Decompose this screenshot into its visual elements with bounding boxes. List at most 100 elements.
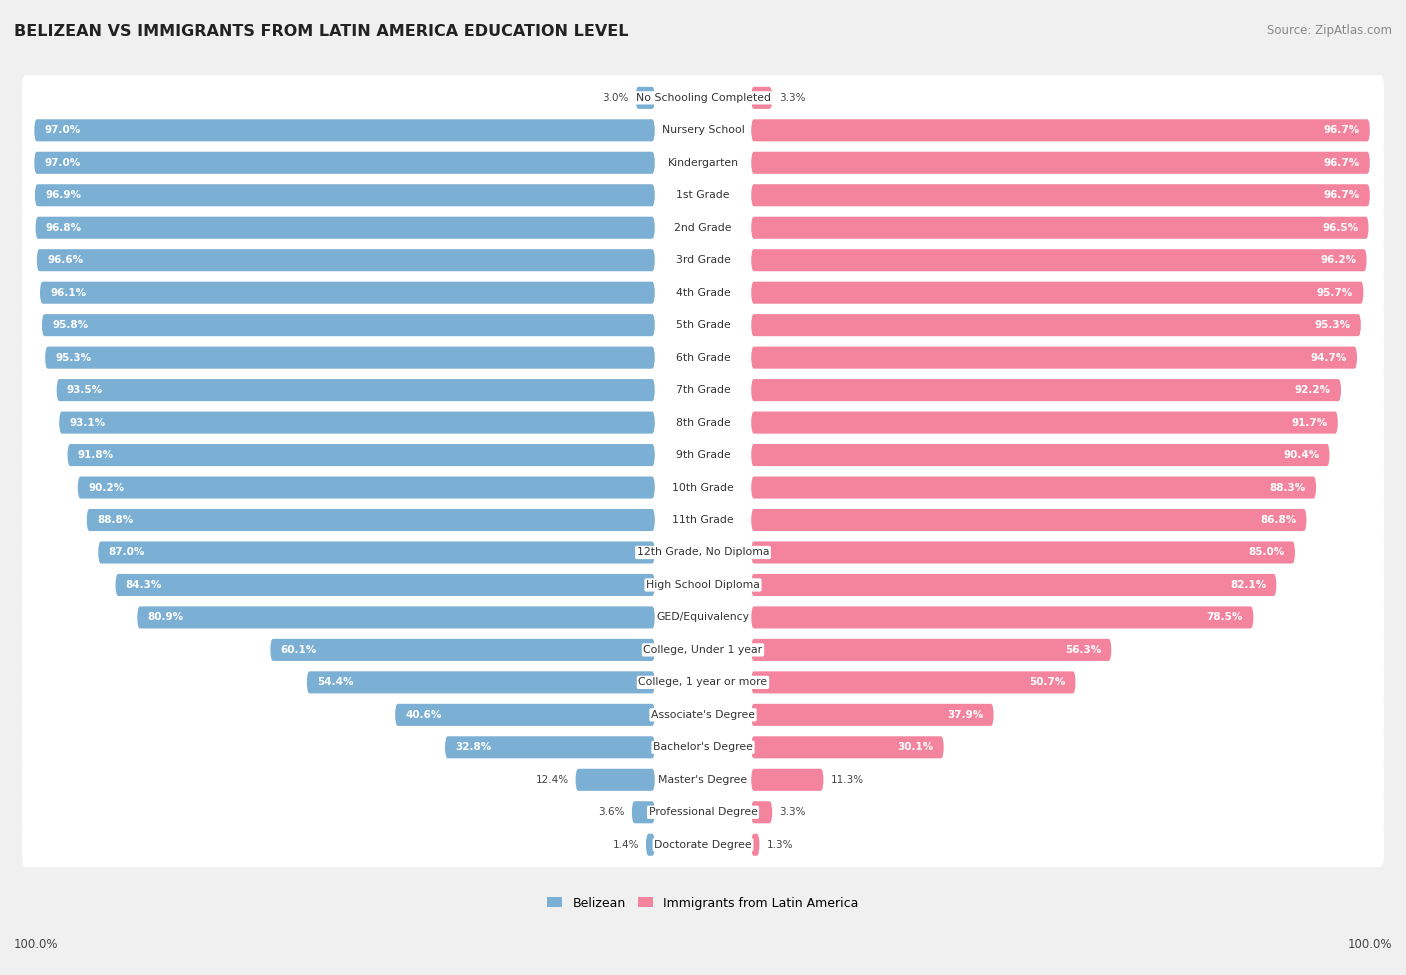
- FancyBboxPatch shape: [751, 282, 1364, 304]
- Text: Kindergarten: Kindergarten: [668, 158, 738, 168]
- Text: 40.6%: 40.6%: [405, 710, 441, 720]
- FancyBboxPatch shape: [751, 250, 1367, 271]
- Text: 96.7%: 96.7%: [1323, 158, 1360, 168]
- FancyBboxPatch shape: [34, 152, 655, 174]
- Text: 97.0%: 97.0%: [45, 126, 80, 136]
- Text: 91.7%: 91.7%: [1291, 417, 1327, 428]
- Text: No Schooling Completed: No Schooling Completed: [636, 93, 770, 102]
- Text: 97.0%: 97.0%: [45, 158, 80, 168]
- FancyBboxPatch shape: [22, 563, 1384, 607]
- Text: 6th Grade: 6th Grade: [676, 353, 730, 363]
- FancyBboxPatch shape: [35, 216, 655, 239]
- Text: 50.7%: 50.7%: [1029, 678, 1066, 687]
- FancyBboxPatch shape: [575, 768, 655, 791]
- FancyBboxPatch shape: [22, 270, 1384, 315]
- FancyBboxPatch shape: [22, 75, 1384, 120]
- FancyBboxPatch shape: [631, 801, 655, 823]
- FancyBboxPatch shape: [22, 790, 1384, 835]
- FancyBboxPatch shape: [751, 152, 1369, 174]
- FancyBboxPatch shape: [751, 346, 1357, 369]
- FancyBboxPatch shape: [98, 541, 655, 564]
- FancyBboxPatch shape: [35, 184, 655, 207]
- Text: 96.2%: 96.2%: [1320, 255, 1357, 265]
- Text: High School Diploma: High School Diploma: [647, 580, 759, 590]
- Text: 30.1%: 30.1%: [897, 742, 934, 753]
- FancyBboxPatch shape: [22, 530, 1384, 575]
- FancyBboxPatch shape: [270, 639, 655, 661]
- FancyBboxPatch shape: [42, 314, 655, 336]
- FancyBboxPatch shape: [751, 736, 943, 759]
- FancyBboxPatch shape: [751, 834, 759, 856]
- FancyBboxPatch shape: [22, 335, 1384, 380]
- Text: Professional Degree: Professional Degree: [648, 807, 758, 817]
- FancyBboxPatch shape: [751, 606, 1253, 629]
- FancyBboxPatch shape: [751, 509, 1306, 531]
- Text: 87.0%: 87.0%: [108, 548, 145, 558]
- FancyBboxPatch shape: [115, 574, 655, 596]
- FancyBboxPatch shape: [751, 216, 1368, 239]
- FancyBboxPatch shape: [751, 801, 772, 823]
- Text: 32.8%: 32.8%: [456, 742, 492, 753]
- FancyBboxPatch shape: [22, 238, 1384, 283]
- Text: 54.4%: 54.4%: [318, 678, 353, 687]
- Text: 11.3%: 11.3%: [831, 775, 863, 785]
- Text: College, Under 1 year: College, Under 1 year: [644, 644, 762, 655]
- FancyBboxPatch shape: [395, 704, 655, 726]
- Text: 10th Grade: 10th Grade: [672, 483, 734, 492]
- FancyBboxPatch shape: [37, 250, 655, 271]
- Text: 82.1%: 82.1%: [1230, 580, 1267, 590]
- Text: Bachelor's Degree: Bachelor's Degree: [652, 742, 754, 753]
- FancyBboxPatch shape: [22, 303, 1384, 347]
- Text: GED/Equivalency: GED/Equivalency: [657, 612, 749, 622]
- Text: College, 1 year or more: College, 1 year or more: [638, 678, 768, 687]
- Text: 100.0%: 100.0%: [14, 938, 59, 951]
- Text: Master's Degree: Master's Degree: [658, 775, 748, 785]
- FancyBboxPatch shape: [751, 541, 1295, 564]
- FancyBboxPatch shape: [77, 477, 655, 498]
- Text: Doctorate Degree: Doctorate Degree: [654, 839, 752, 850]
- Legend: Belizean, Immigrants from Latin America: Belizean, Immigrants from Latin America: [543, 891, 863, 915]
- Text: 3.0%: 3.0%: [602, 93, 628, 102]
- FancyBboxPatch shape: [22, 692, 1384, 737]
- Text: 12th Grade, No Diploma: 12th Grade, No Diploma: [637, 548, 769, 558]
- FancyBboxPatch shape: [22, 595, 1384, 640]
- Text: 95.7%: 95.7%: [1317, 288, 1353, 297]
- FancyBboxPatch shape: [22, 173, 1384, 217]
- FancyBboxPatch shape: [67, 444, 655, 466]
- Text: Nursery School: Nursery School: [662, 126, 744, 136]
- Text: 78.5%: 78.5%: [1206, 612, 1243, 622]
- FancyBboxPatch shape: [444, 736, 655, 759]
- FancyBboxPatch shape: [645, 834, 655, 856]
- Text: 93.5%: 93.5%: [67, 385, 103, 395]
- FancyBboxPatch shape: [751, 574, 1277, 596]
- FancyBboxPatch shape: [22, 725, 1384, 769]
- Text: Source: ZipAtlas.com: Source: ZipAtlas.com: [1267, 24, 1392, 37]
- FancyBboxPatch shape: [751, 639, 1111, 661]
- FancyBboxPatch shape: [751, 477, 1316, 498]
- FancyBboxPatch shape: [751, 672, 1076, 693]
- Text: 1.3%: 1.3%: [766, 839, 793, 850]
- Text: 95.3%: 95.3%: [1315, 320, 1351, 331]
- Text: 95.8%: 95.8%: [52, 320, 89, 331]
- Text: 3rd Grade: 3rd Grade: [675, 255, 731, 265]
- Text: BELIZEAN VS IMMIGRANTS FROM LATIN AMERICA EDUCATION LEVEL: BELIZEAN VS IMMIGRANTS FROM LATIN AMERIC…: [14, 24, 628, 39]
- FancyBboxPatch shape: [22, 108, 1384, 153]
- FancyBboxPatch shape: [22, 497, 1384, 542]
- Text: 4th Grade: 4th Grade: [676, 288, 730, 297]
- Text: 80.9%: 80.9%: [148, 612, 184, 622]
- Text: 93.1%: 93.1%: [69, 417, 105, 428]
- Text: 96.5%: 96.5%: [1322, 222, 1358, 233]
- FancyBboxPatch shape: [22, 660, 1384, 705]
- FancyBboxPatch shape: [34, 119, 655, 141]
- Text: 92.2%: 92.2%: [1295, 385, 1330, 395]
- FancyBboxPatch shape: [22, 400, 1384, 445]
- Text: 96.7%: 96.7%: [1323, 126, 1360, 136]
- FancyBboxPatch shape: [751, 184, 1369, 207]
- Text: 95.3%: 95.3%: [55, 353, 91, 363]
- Text: 91.8%: 91.8%: [77, 450, 114, 460]
- FancyBboxPatch shape: [636, 87, 655, 109]
- FancyBboxPatch shape: [751, 444, 1330, 466]
- Text: 12.4%: 12.4%: [536, 775, 568, 785]
- Text: 100.0%: 100.0%: [1347, 938, 1392, 951]
- Text: 85.0%: 85.0%: [1249, 548, 1285, 558]
